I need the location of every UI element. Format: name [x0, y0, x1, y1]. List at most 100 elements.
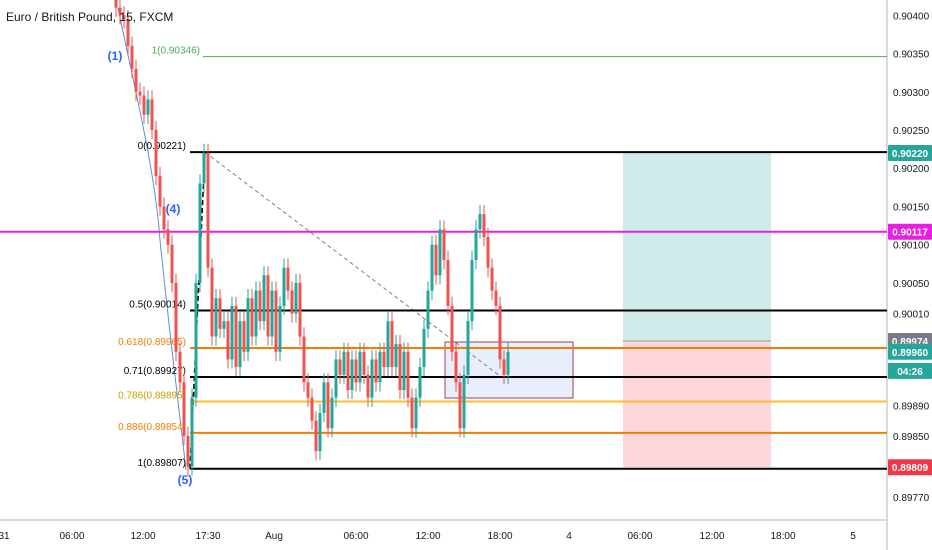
x-tick-label: 12:00 [699, 531, 724, 542]
fib-label-5: 0.786(0.89895) [118, 390, 186, 401]
price-label-bg-0 [888, 144, 932, 161]
x-tick-label: 12:00 [415, 531, 440, 542]
candle-body [398, 344, 402, 390]
y-tick-label: 0.89770 [893, 493, 930, 504]
fib-label-0: 1(0.90346) [152, 46, 200, 57]
candle-body [490, 267, 494, 291]
y-tick-label: 0.89850 [893, 432, 930, 443]
candle-body [150, 99, 154, 130]
candle-body [206, 152, 210, 268]
y-tick-label: 0.90150 [893, 202, 930, 213]
x-tick-label: 31 [0, 531, 10, 542]
candle-body [454, 351, 458, 383]
candle-body [142, 95, 146, 115]
candle-body [130, 45, 134, 69]
candle-body [178, 351, 182, 383]
x-tick-label: Aug [265, 531, 283, 542]
y-tick-label: 0.90010 [893, 310, 930, 321]
candle-body [230, 305, 234, 360]
candle-body [138, 91, 142, 96]
candle-body [194, 282, 198, 398]
candle-body [262, 275, 266, 322]
candle-body [494, 290, 498, 306]
candle-body [378, 351, 382, 383]
y-tick-label: 0.90300 [893, 88, 930, 99]
candle-body [446, 260, 450, 306]
candle-body [186, 435, 190, 467]
candle-body [214, 298, 218, 337]
wave-label-2: (5) [178, 473, 193, 487]
candle-body [146, 99, 150, 115]
candle-body [202, 152, 206, 184]
candle-body [338, 359, 342, 375]
candle-body [474, 229, 478, 260]
candle-body [294, 282, 298, 314]
wave-label-1: (4) [166, 202, 181, 216]
candle-body [350, 359, 354, 390]
fib-label-3: 0.618(0.89965) [118, 337, 186, 348]
x-tick-label: 06:00 [59, 531, 84, 542]
candle-body [486, 237, 490, 268]
y-tick-label: 0.89890 [893, 401, 930, 412]
price-label-bg-1 [888, 223, 932, 240]
x-tick-label: 4 [566, 531, 572, 542]
x-tick-label: 18:00 [770, 531, 795, 542]
x-tick-label: 18:00 [487, 531, 512, 542]
candle-body [414, 397, 418, 429]
candle-body [442, 229, 446, 260]
candle-body [226, 321, 230, 360]
y-tick-label: 0.90350 [893, 50, 930, 61]
candle-body [222, 321, 226, 329]
fib-label-6: 0.886(0.89854) [118, 422, 186, 433]
y-tick-label: 0.90050 [893, 279, 930, 290]
candle-body [386, 321, 390, 368]
candle-body [302, 336, 306, 383]
candle-body [346, 351, 350, 390]
candle-body [362, 351, 366, 375]
candle-body [366, 374, 370, 398]
candle-body [126, 19, 130, 46]
candle-body [322, 382, 326, 413]
wave-curve [117, 7, 187, 471]
price-label-4: 04:26 [897, 367, 923, 378]
candle-body [358, 351, 362, 383]
candle-body [318, 412, 322, 452]
candle-body [210, 267, 214, 337]
y-tick-label: 0.90250 [893, 126, 930, 137]
fib-label-4: 0.71(0.89927) [124, 366, 186, 377]
candle-body [310, 397, 314, 421]
candle-body [174, 282, 178, 352]
fib-label-2: 0.5(0.90014) [129, 299, 186, 310]
candle-body [314, 420, 318, 452]
candle-body [282, 267, 286, 306]
candle-body [478, 214, 482, 230]
position-loss-zone [623, 341, 771, 468]
candle-body [182, 382, 186, 436]
candle-body [254, 290, 258, 337]
price-label-bg-5 [888, 459, 932, 476]
candle-body [246, 298, 250, 352]
wave-label-0: (1) [108, 49, 123, 63]
candle-body [250, 298, 254, 337]
candle-body [122, 15, 126, 20]
x-tick-label: 17:30 [195, 531, 220, 542]
x-tick-label: 06:00 [343, 531, 368, 542]
candle-body [278, 305, 282, 352]
candle-body [170, 244, 174, 283]
price-label-bg-3 [888, 343, 932, 360]
candle-body [326, 382, 330, 429]
price-label-0: 0.90220 [892, 149, 929, 160]
y-tick-label: 0.90400 [893, 11, 930, 22]
price-label-5: 0.89809 [892, 463, 929, 474]
candle-body [482, 214, 486, 238]
candle-body [162, 206, 166, 230]
candle-body [370, 359, 374, 398]
candle-body [242, 321, 246, 352]
candle-body [498, 305, 502, 360]
candle-body [466, 321, 470, 375]
price-label-1: 0.90117 [892, 228, 928, 239]
chart-title: Euro / British Pound, 15, FXCM [6, 10, 174, 24]
candle-body [430, 244, 434, 291]
candle-body [274, 290, 278, 352]
